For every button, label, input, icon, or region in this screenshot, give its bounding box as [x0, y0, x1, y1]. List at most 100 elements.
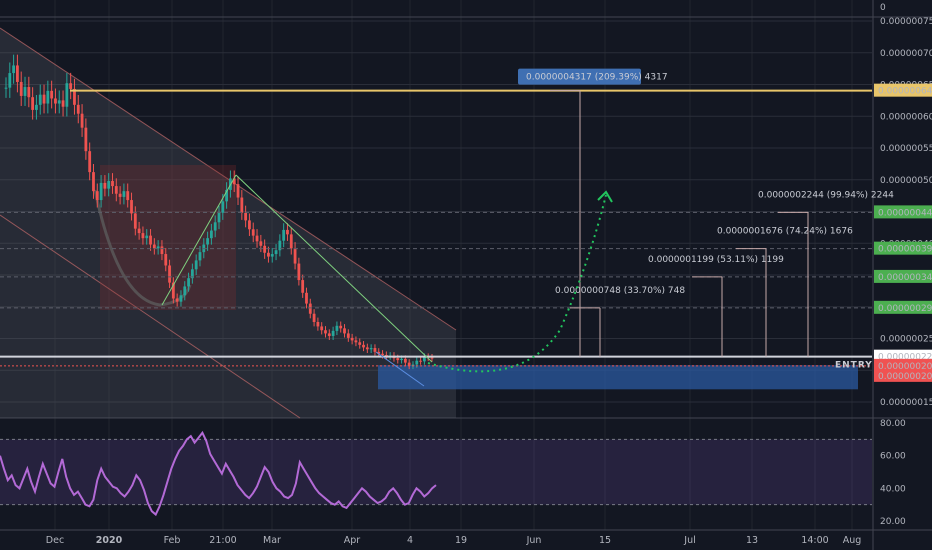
date-tick-label: Aug — [843, 535, 862, 546]
candle-body — [160, 246, 164, 255]
candle-body — [69, 83, 73, 89]
candle-body — [400, 358, 403, 361]
price-tag-label: 0.0000003915 — [878, 245, 932, 255]
date-axis[interactable]: Dec 2020 Feb 21:00 Mar Apr 4 19 Jun 15 Jul 13 14:00 A… — [46, 535, 861, 546]
candle-body — [403, 358, 407, 363]
candle-body — [381, 353, 384, 356]
entry-zone-rect — [378, 365, 858, 390]
candle-body — [12, 65, 16, 74]
candle-body — [232, 178, 236, 185]
candle-body — [73, 88, 76, 105]
trendline — [161, 174, 237, 306]
candle-body — [4, 87, 8, 89]
candle-body — [23, 87, 27, 96]
candle-body — [415, 360, 419, 365]
price-tick-label: 0 — [880, 3, 886, 13]
candle-body — [76, 104, 80, 114]
candle-body — [251, 229, 255, 236]
rsi-panel: 80.00 60.00 40.00 20.00 — [0, 419, 906, 527]
entry-label: ENTRY — [835, 361, 873, 371]
rsi-band — [0, 439, 872, 505]
candle-body — [187, 278, 190, 287]
candle-body — [42, 94, 46, 104]
candle-body — [206, 238, 209, 245]
price-tag — [874, 205, 932, 219]
price-tag-label: 0.0000002069 — [878, 372, 932, 382]
candle-body — [65, 83, 69, 107]
cup-curve — [93, 189, 192, 307]
target-label: 0.0000004317 (209.39%) 4317 — [526, 73, 668, 83]
date-tick-label: 15 — [599, 535, 611, 546]
candle-body — [61, 100, 65, 107]
candle-body — [373, 348, 377, 352]
price-tag — [874, 269, 932, 283]
candle-body — [308, 303, 312, 314]
candle-body — [369, 348, 373, 350]
highlight-box — [100, 165, 236, 310]
price-tag-label: 0.0000002214 — [878, 353, 932, 363]
date-tick-label: 13 — [746, 535, 758, 546]
candle-body — [175, 298, 179, 302]
candle-body — [19, 81, 23, 96]
channel-upper-line — [0, 27, 457, 331]
candle-body — [80, 113, 84, 128]
candle-body — [57, 100, 61, 104]
candle-body — [88, 151, 92, 173]
candle-body — [46, 90, 50, 104]
price-tick-label: 0.0000007000 — [880, 49, 932, 59]
date-tick-label: 19 — [455, 535, 467, 546]
candle-body — [236, 184, 240, 198]
candle-body — [171, 282, 175, 299]
candle-body — [320, 326, 324, 331]
candle-body — [149, 235, 152, 245]
price-tick-label: 0.0000005500 — [880, 144, 932, 154]
candle-body — [31, 97, 35, 110]
candle-body — [274, 250, 278, 255]
candle-body — [122, 191, 126, 197]
date-tick-label: Jun — [526, 535, 542, 546]
candle-body — [354, 340, 358, 343]
price-tag — [874, 368, 932, 382]
target-label: 0.0000001676 (74.24%) 1676 — [717, 227, 853, 237]
candle-body — [312, 313, 316, 322]
candle-body — [118, 193, 122, 197]
candle-body — [179, 295, 183, 302]
price-tag — [874, 83, 932, 97]
candle-body — [327, 333, 331, 336]
candle-body — [114, 186, 118, 194]
trendline — [235, 174, 433, 363]
candle-body — [411, 364, 415, 366]
price-tag-label: 0.0000006403 — [878, 87, 932, 97]
candle-body — [331, 330, 335, 336]
price-tag — [874, 300, 932, 314]
candle-body — [270, 254, 274, 257]
candle-body — [282, 229, 286, 241]
price-tag-label: 0.0000003470 — [878, 273, 932, 283]
candle-body — [419, 360, 422, 362]
price-tick-label: 0.0000001500 — [880, 398, 932, 408]
candle-body — [107, 181, 111, 189]
price-axis[interactable]: 00.00000075000.00000070000.00000065000.0… — [874, 3, 932, 408]
candle-body — [324, 330, 327, 334]
candle-body — [301, 280, 305, 293]
descending-channel — [0, 27, 457, 419]
date-tick-label: 4 — [407, 535, 413, 546]
candle-body — [343, 328, 346, 334]
candle-body — [286, 229, 289, 235]
price-tag — [874, 358, 932, 372]
entry-zone — [378, 365, 858, 390]
candle-body — [384, 355, 388, 357]
candle-body — [50, 90, 54, 99]
candle-body — [289, 234, 293, 249]
candle-body — [198, 252, 202, 261]
date-tick-label: Apr — [344, 535, 361, 546]
candle-body — [339, 325, 343, 329]
candle-body — [297, 263, 301, 281]
rsi-line — [0, 430, 437, 517]
candlesticks — [4, 54, 434, 370]
overlays: ENTRY 0.0000004317 (209.39%) 4317 0.000000… — [0, 68, 894, 387]
date-tick-label: 14:00 — [801, 535, 828, 546]
candle-body — [8, 73, 12, 88]
